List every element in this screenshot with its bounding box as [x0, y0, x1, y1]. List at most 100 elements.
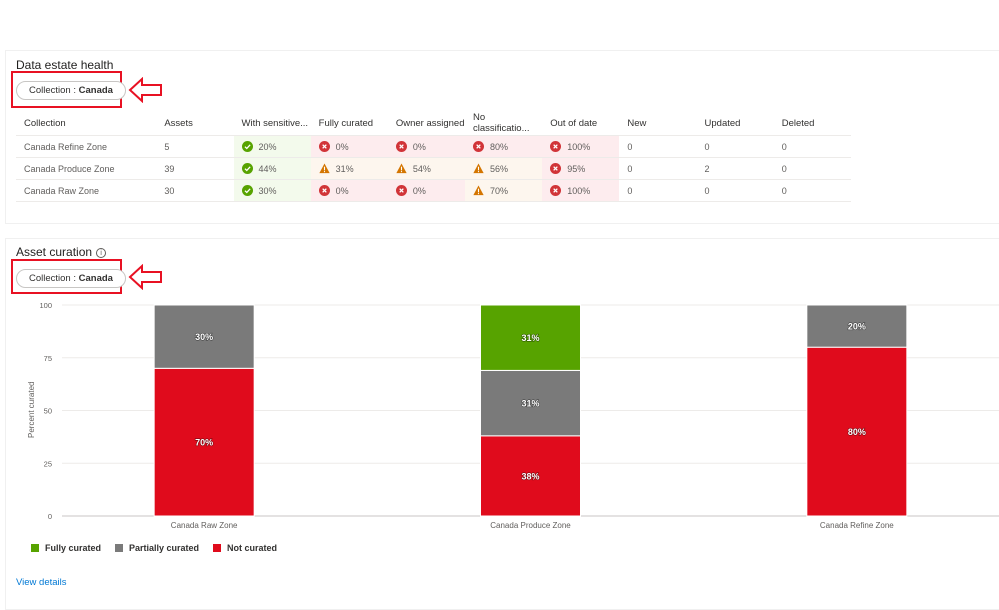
cell-sensitive: 44%: [233, 157, 311, 180]
data-label: 20%: [848, 322, 866, 332]
cell-value: 44%: [258, 164, 277, 174]
cell-value: 0%: [335, 186, 349, 196]
bar-segment-not-curated[interactable]: [153, 367, 255, 517]
cell-value: 0%: [412, 186, 426, 196]
col-header-updated[interactable]: Updated: [696, 111, 774, 136]
cell-updated: 2: [696, 157, 774, 180]
legend-label: Not curated: [227, 543, 278, 553]
collection-filter-pill-health[interactable]: Collection : Canada: [16, 81, 126, 100]
error-circle-icon: [318, 141, 330, 152]
data-label: 38%: [521, 471, 539, 481]
data-label: 31%: [521, 333, 539, 343]
col-header-assets[interactable]: Assets: [156, 111, 234, 136]
error-circle-icon: [473, 141, 485, 152]
bar-segment-not-curated[interactable]: [806, 346, 908, 517]
cell-value: 30%: [258, 186, 277, 196]
table-row[interactable]: Canada Refine Zone 5 20% 0% 0% 80% 100% 0 0 0: [16, 135, 851, 158]
filter-value: Canada: [78, 85, 113, 96]
bar-segment-partially-curated[interactable]: [153, 304, 255, 369]
cell-collection: Canada Raw Zone: [16, 179, 157, 202]
cell-owner: 54%: [387, 157, 466, 180]
cell-value: 56%: [490, 164, 509, 174]
legend-label: Partially curated: [129, 543, 200, 553]
table-row[interactable]: Canada Raw Zone 30 30% 0% 0% 70% 100% 0 0 0: [16, 179, 851, 202]
legend-item-not-curated[interactable]: Not curated: [213, 543, 277, 553]
cell-noclass: 70%: [465, 179, 543, 202]
data-label: 70%: [195, 438, 213, 448]
chart-legend: Fully curated Partially curated Not curate…: [31, 543, 291, 553]
filter-label: Collection :: [29, 273, 79, 284]
view-details-link[interactable]: View details: [16, 577, 67, 588]
col-header-owner-assigned[interactable]: Owner assigned: [387, 111, 466, 136]
data-label: 80%: [848, 427, 866, 437]
check-circle-icon: [241, 141, 253, 152]
cell-noclass: 80%: [465, 135, 543, 158]
cell-new: 0: [619, 179, 697, 202]
left-arrow-icon: [128, 264, 162, 290]
cell-value: 100%: [567, 142, 591, 152]
cell-curated: 31%: [310, 157, 388, 180]
cell-outdated: 95%: [542, 157, 620, 180]
warning-triangle-icon: [319, 163, 330, 174]
left-arrow-icon: [128, 77, 162, 103]
cell-outdated: 100%: [542, 135, 620, 158]
warning-triangle-icon: [396, 163, 407, 174]
cell-collection: Canada Produce Zone: [16, 157, 157, 180]
col-header-collection[interactable]: Collection: [16, 111, 157, 136]
col-header-new[interactable]: New: [619, 111, 697, 136]
error-circle-icon: [395, 141, 407, 152]
col-header-out-of-date[interactable]: Out of date: [542, 111, 620, 136]
error-circle-icon: [395, 185, 407, 196]
col-header-deleted[interactable]: Deleted: [773, 111, 851, 136]
error-circle-icon: [550, 141, 562, 152]
bar-segment-partially-curated[interactable]: [806, 304, 908, 348]
info-icon[interactable]: i: [96, 248, 107, 258]
cell-new: 0: [619, 135, 697, 158]
cell-value: 100%: [567, 186, 591, 196]
legend-item-fully-curated[interactable]: Fully curated: [31, 543, 101, 553]
error-circle-icon: [550, 163, 562, 174]
cell-value: 80%: [490, 142, 509, 152]
cell-value: 95%: [567, 164, 586, 174]
y-tick-label: 25: [44, 459, 52, 468]
col-header-sensitive[interactable]: With sensitive...: [233, 111, 311, 136]
cell-sensitive: 20%: [233, 135, 311, 158]
cell-value: 0%: [412, 142, 426, 152]
x-tick-label: Canada Refine Zone: [820, 521, 894, 530]
asset-curation-title: Asset curation i: [16, 245, 107, 259]
cell-assets: 30: [156, 179, 234, 202]
error-circle-icon: [318, 185, 330, 196]
col-header-no-classification[interactable]: No classificatio...: [465, 111, 543, 136]
cell-value: 54%: [412, 164, 431, 174]
table-header-row: Collection Assets With sensitive... Full…: [16, 111, 851, 136]
y-tick-label: 50: [44, 407, 52, 416]
cell-value: 0%: [335, 142, 349, 152]
legend-swatch: [31, 544, 39, 552]
warning-triangle-icon: [473, 163, 484, 174]
filter-value: Canada: [78, 273, 113, 284]
cell-owner: 0%: [387, 135, 466, 158]
cell-updated: 0: [696, 135, 774, 158]
bar-segment-partially-curated[interactable]: [480, 369, 581, 437]
cell-value: 20%: [258, 142, 277, 152]
error-circle-icon: [550, 185, 562, 196]
data-label: 30%: [195, 332, 213, 342]
cell-new: 0: [619, 157, 697, 180]
check-circle-icon: [241, 163, 253, 174]
cell-updated: 0: [696, 179, 774, 202]
cell-outdated: 100%: [542, 179, 620, 202]
collection-filter-pill-curation[interactable]: Collection : Canada: [16, 269, 126, 288]
y-tick-label: 0: [48, 512, 52, 521]
legend-item-partially-curated[interactable]: Partially curated: [115, 543, 199, 553]
table-row[interactable]: Canada Produce Zone 39 44% 31% 54% 56% 95% 0 2 0: [16, 157, 851, 180]
data-estate-health-title: Data estate health: [16, 58, 114, 72]
cell-curated: 0%: [310, 135, 388, 158]
cell-deleted: 0: [773, 135, 851, 158]
x-tick-label: Canada Raw Zone: [171, 521, 238, 530]
bar-segment-fully-curated[interactable]: [480, 304, 581, 371]
col-header-fully-curated[interactable]: Fully curated: [310, 111, 388, 136]
legend-swatch: [115, 544, 124, 552]
cell-owner: 0%: [387, 179, 466, 202]
cell-deleted: 0: [773, 179, 851, 202]
legend-swatch: [213, 544, 222, 552]
